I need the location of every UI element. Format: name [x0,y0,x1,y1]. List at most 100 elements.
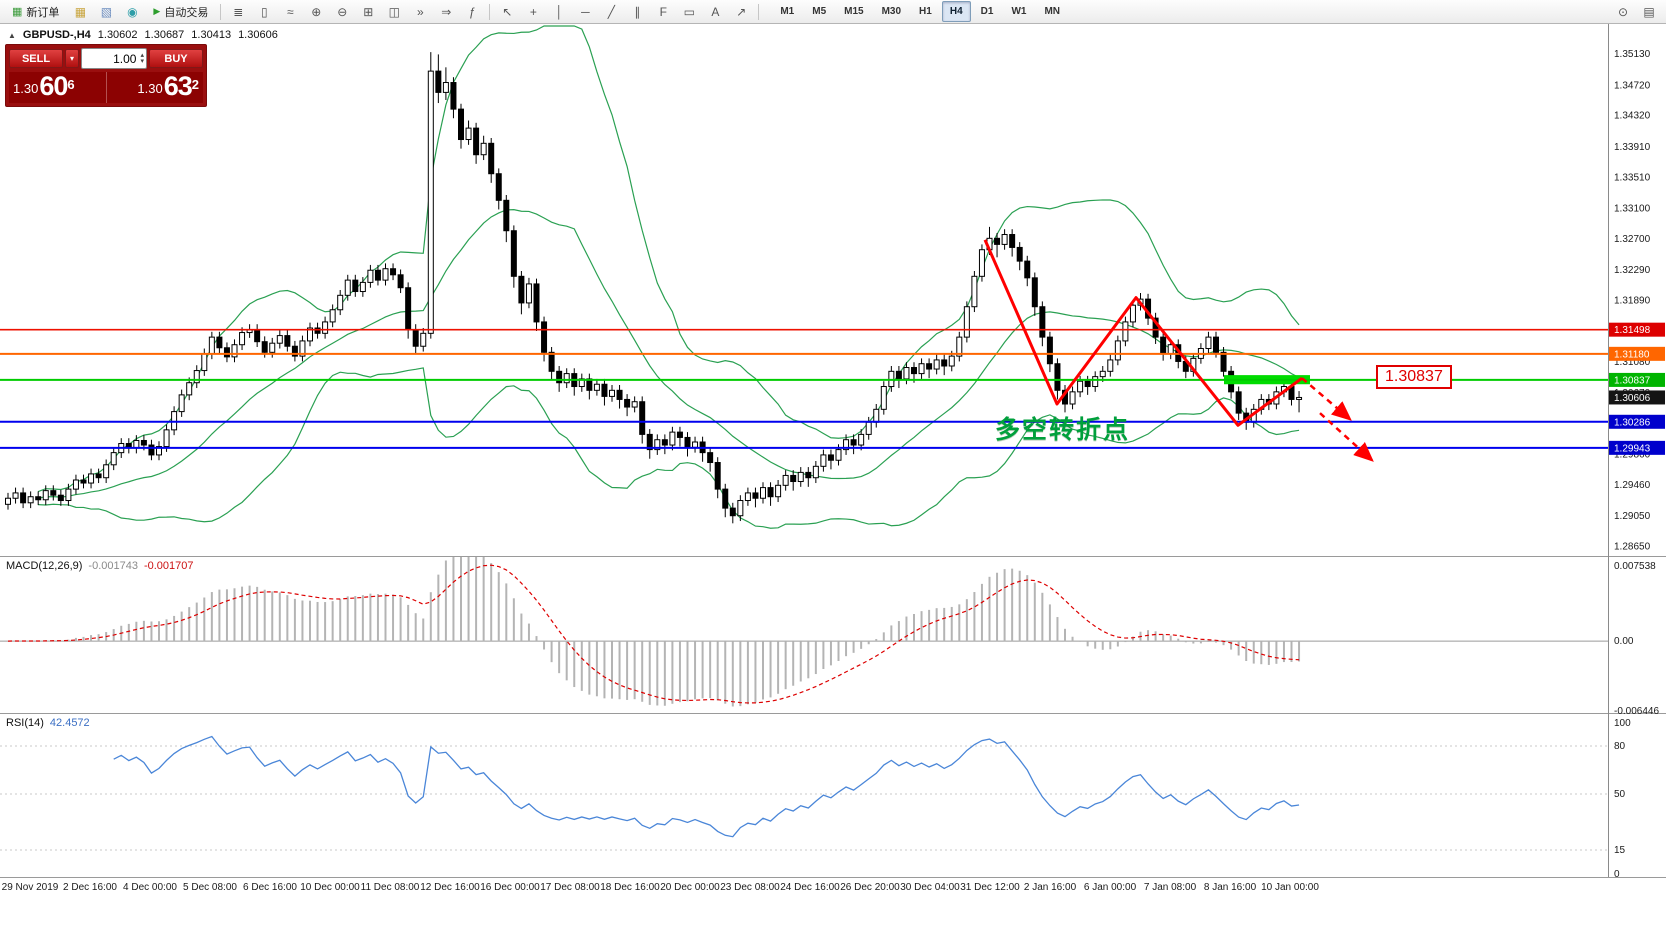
macd-panel-label: MACD(12,26,9) -0.001743 -0.001707 [6,560,194,572]
volume-dropdown-button[interactable]: ▾ [65,49,79,68]
arrow-icon[interactable]: ↗ [736,4,747,19]
panel-frame [0,24,1666,878]
price-badge [1609,390,1665,405]
ohlc-low: 1.30413 [191,29,232,41]
zoom-out-icon[interactable]: ⊖ [337,4,348,19]
volume-input[interactable] [82,51,139,66]
sell-price-big: 60 [39,71,68,101]
timeframe-h1-button[interactable]: H1 [919,6,932,17]
auto-trading-button[interactable]: ▶ 自动交易 [146,1,215,23]
trendline-icon[interactable]: ╱ [607,4,615,19]
crosshair-icon[interactable]: + [529,4,537,19]
svg-text:7 Jan 08:00: 7 Jan 08:00 [1144,882,1197,893]
cursor-icon[interactable]: ↖ [502,4,513,19]
bollinger-bands [37,25,1300,529]
svg-text:1.34320: 1.34320 [1614,111,1651,122]
timeframe-h4-button[interactable]: H4 [941,1,971,22]
horizontal-levels [0,328,1608,449]
svg-text:1.35130: 1.35130 [1614,49,1651,60]
svg-text:18 Dec 16:00: 18 Dec 16:00 [600,882,660,893]
time-axis[interactable]: 29 Nov 2019 2 Dec 16:00 4 Dec 00:00 5 Dec 0… [2,882,1320,893]
price-badge [1609,414,1665,429]
indicators-icon[interactable]: ƒ [468,4,476,19]
macd-panel [0,557,1608,707]
svg-text:20 Dec 00:00: 20 Dec 00:00 [660,882,720,893]
bar-chart-icon[interactable]: ≣ [233,4,244,19]
sell-price-sup: 6 [67,77,75,92]
candlestick-icon[interactable]: ▯ [261,4,268,19]
new-chart-icon[interactable]: ⊞ [363,4,374,19]
svg-text:6 Jan 00:00: 6 Jan 00:00 [1084,882,1137,893]
svg-text:-0.006446: -0.006446 [1614,706,1659,717]
text-icon[interactable]: A [711,4,720,19]
svg-text:30 Dec 04:00: 30 Dec 04:00 [900,882,960,893]
timeframe-mn-button[interactable]: MN [1044,6,1060,17]
svg-text:2 Jan 16:00: 2 Jan 16:00 [1024,882,1077,893]
globe-icon[interactable]: ◉ [127,4,138,19]
rsi-panel [0,735,1608,851]
svg-text:2 Dec 16:00: 2 Dec 16:00 [63,882,117,893]
symbol-header: ▲ GBPUSD-,H4 1.30602 1.30687 1.30413 1.3… [8,29,278,41]
search-zoom-icon[interactable]: ⊙ [1617,4,1629,19]
svg-text:17 Dec 08:00: 17 Dec 08:00 [540,882,600,893]
tile-windows-icon[interactable]: ◫ [388,4,400,19]
svg-text:10 Dec 00:00: 10 Dec 00:00 [300,882,360,893]
trend-annotation [983,239,1374,462]
timeframe-m15-button[interactable]: M15 [844,6,864,17]
sell-price[interactable]: 1.30 60 6 [9,72,106,103]
svg-text:1.34720: 1.34720 [1614,80,1651,91]
ohlc-high: 1.30687 [144,29,185,41]
svg-text:1.30286: 1.30286 [1614,417,1651,428]
chart-shift-icon[interactable]: ⇒ [441,4,452,19]
candles [5,52,1303,524]
svg-text:1.33910: 1.33910 [1614,142,1651,153]
svg-text:15: 15 [1614,845,1626,856]
svg-text:1.29460: 1.29460 [1614,480,1651,491]
svg-text:0: 0 [1614,869,1620,880]
buy-button[interactable]: BUY [149,49,203,68]
profiles-icon[interactable]: ▧ [100,4,113,19]
shapes-icon[interactable]: ▭ [683,4,695,19]
svg-text:50: 50 [1614,789,1626,800]
timeframe-m5-button[interactable]: M5 [812,6,827,17]
svg-text:4 Dec 00:00: 4 Dec 00:00 [123,882,177,893]
timeframe-d1-button[interactable]: D1 [980,6,994,17]
svg-text:5 Dec 08:00: 5 Dec 08:00 [183,882,237,893]
price-axis[interactable]: 1.35130 1.34720 1.34320 1.33910 1.33510 1.331… [1609,49,1665,880]
svg-text:10 Jan 00:00: 10 Jan 00:00 [1261,882,1319,893]
turning-point-annotation: 多空转折点 [995,416,1131,444]
svg-text:1.29860: 1.29860 [1614,450,1651,461]
rsi-value: 42.4572 [49,717,90,729]
timeframe-w1-button[interactable]: W1 [1011,6,1027,17]
ohlc-open: 1.30602 [97,29,138,41]
vertical-line-icon[interactable]: │ [555,4,564,19]
price-badge [1609,372,1665,387]
price-tag-annotation: 1.30837 [1376,365,1452,389]
panel-toggle-icon[interactable]: ▤ [1643,4,1655,19]
chart-grid-icon[interactable]: ▦ [74,4,87,19]
svg-text:1.33100: 1.33100 [1614,203,1651,214]
timeframe-m1-button[interactable]: M1 [780,6,795,17]
auto-scroll-icon[interactable]: » [416,4,424,19]
volume-up-icon[interactable]: ▴ [140,51,144,59]
line-chart-icon[interactable]: ≈ [287,4,294,19]
svg-text:1.31498: 1.31498 [1614,325,1651,336]
svg-text:1.29943: 1.29943 [1614,443,1651,454]
buy-price[interactable]: 1.30 63 2 [105,72,204,103]
svg-text:1.30837: 1.30837 [1614,375,1651,386]
sell-button[interactable]: SELL [9,49,63,68]
horizontal-line-icon[interactable]: ─ [581,4,590,19]
svg-text:1.33510: 1.33510 [1614,172,1651,183]
new-order-button[interactable]: ▦ 新订单 [5,1,66,23]
play-icon: ▶ [153,6,161,16]
zoom-in-icon[interactable]: ⊕ [311,4,322,19]
main-toolbar: ▦ 新订单 ▦ ▧ ◉ ▶ 自动交易 ≣ ▯ ≈ ⊕ ⊖ ⊞ ◫ » ⇒ ƒ ↖ + │ ─ ╱ ∥ F ▭ A ↗ M… [0,0,1666,24]
channel-icon[interactable]: ∥ [634,4,641,19]
svg-text:100: 100 [1614,718,1631,729]
volume-down-icon[interactable]: ▾ [140,57,144,65]
fibonacci-icon[interactable]: F [659,4,667,19]
timeframe-m30-button[interactable]: M30 [881,6,902,17]
sell-price-prefix: 1.30 [13,81,39,96]
svg-text:8 Jan 16:00: 8 Jan 16:00 [1204,882,1257,893]
